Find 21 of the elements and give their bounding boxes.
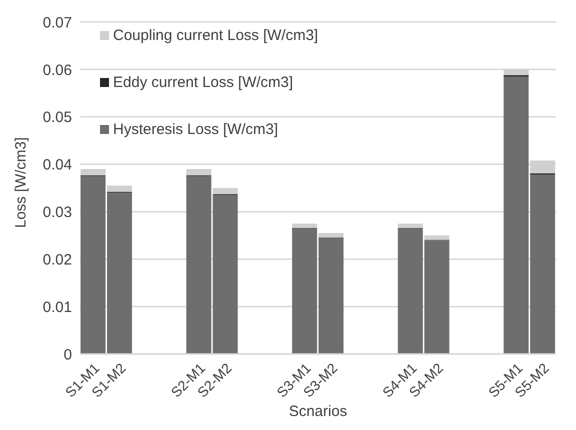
legend-label: Hysteresis Loss [W/cm3] — [113, 121, 278, 138]
y-tick-label: 0.05 — [42, 109, 72, 126]
y-tick-label: 0.04 — [42, 156, 72, 174]
bar — [318, 233, 344, 238]
y-tick-label: 0 — [64, 346, 72, 364]
bar — [106, 186, 132, 192]
legend-label: Eddy current Loss [W/cm3] — [113, 74, 294, 91]
y-tick-label: 0.02 — [42, 251, 72, 268]
y-tick-label: 0.06 — [42, 62, 72, 79]
y-axis-title: Loss [W/cm3] — [12, 137, 30, 228]
bar — [80, 169, 106, 176]
bar — [212, 188, 238, 194]
legend-label: Coupling current Loss [W/cm3] — [113, 27, 318, 44]
bar — [186, 169, 212, 176]
x-axis-title: Scnarios — [288, 403, 348, 420]
y-tick-label: 0.03 — [42, 204, 72, 222]
y-tick-label: 0.01 — [42, 298, 72, 316]
y-tick-label: 0.07 — [42, 14, 72, 32]
bar — [292, 224, 318, 228]
bar — [398, 224, 423, 228]
bar — [424, 235, 450, 240]
